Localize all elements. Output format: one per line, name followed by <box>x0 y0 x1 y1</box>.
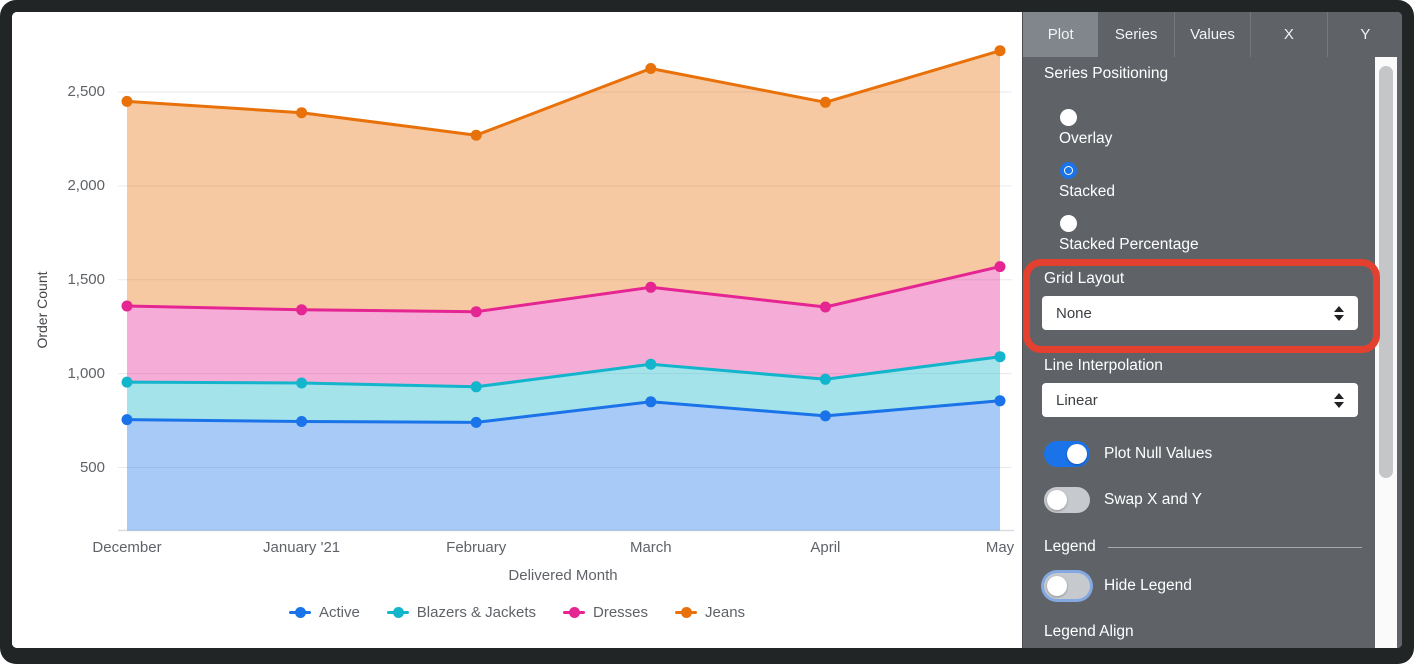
series-positioning-label: Series Positioning <box>1044 65 1169 82</box>
toggle-knob <box>1047 576 1067 596</box>
y-axis-title: Order Count <box>34 271 50 349</box>
toggle-knob <box>1067 444 1087 464</box>
x-tick-label: March <box>629 539 672 556</box>
legend-marker-icon <box>288 607 311 618</box>
legend-item-Active[interactable]: Active <box>288 604 360 621</box>
area-Dresses <box>127 266 1000 387</box>
point-Dresses[interactable] <box>121 300 133 312</box>
point-Jeans[interactable] <box>121 95 133 107</box>
y-tick-label: 1,500 <box>67 270 105 288</box>
point-Dresses[interactable] <box>470 306 482 318</box>
toggle-knob <box>1047 490 1067 510</box>
point-Dresses[interactable] <box>645 281 657 293</box>
chart-legend: Active Blazers & Jackets Dresses Jeans <box>12 604 1022 621</box>
radio-stacked-percentage[interactable] <box>1060 215 1077 232</box>
line-interpolation-label: Line Interpolation <box>1044 357 1163 374</box>
radio-stacked[interactable] <box>1060 162 1077 179</box>
radio-stacked-percentage-label[interactable]: Stacked Percentage <box>1059 236 1199 253</box>
point-Dresses[interactable] <box>994 261 1006 273</box>
tab-x[interactable]: X <box>1250 12 1327 57</box>
window-content: Order Count 500 1,000 1,500 2,000 2,500 Dece… <box>12 12 1402 648</box>
settings-panel: Plot Series Values X Y Series Positionin… <box>1022 12 1402 648</box>
grid-layout-value: None <box>1056 304 1092 322</box>
line-Dresses <box>126 265 1001 314</box>
legend-label: Dresses <box>593 604 649 621</box>
tab-plot[interactable]: Plot <box>1023 12 1099 57</box>
panel-scrollbar-track[interactable] <box>1375 57 1397 648</box>
panel-tab-bar: Plot Series Values X Y <box>1023 12 1402 57</box>
point-Blazers & Jackets[interactable] <box>645 358 657 370</box>
legend-label: Jeans <box>705 604 746 621</box>
point-Blazers & Jackets[interactable] <box>296 377 308 389</box>
y-tick-label: 1,000 <box>67 364 105 382</box>
area-Active <box>127 400 1000 531</box>
y-tick-label: 2,000 <box>67 176 105 194</box>
point-Active[interactable] <box>819 410 831 422</box>
line-interpolation-select[interactable]: Linear <box>1042 383 1358 417</box>
swap-x-and-y-label: Swap X and Y <box>1104 491 1202 508</box>
x-tick-label: February <box>446 539 507 556</box>
x-tick-label: April <box>810 539 841 556</box>
grid-layout-select[interactable]: None <box>1042 296 1358 330</box>
point-Jeans[interactable] <box>819 96 831 108</box>
section-divider <box>1107 546 1362 548</box>
panel-scrollbar-thumb[interactable] <box>1379 66 1393 478</box>
tab-series[interactable]: Series <box>1098 12 1174 57</box>
legend-item-Jeans[interactable]: Jeans <box>675 604 745 621</box>
hide-legend-toggle[interactable] <box>1044 573 1090 599</box>
legend-label: Active <box>318 604 360 621</box>
line-interpolation-value: Linear <box>1056 391 1098 409</box>
radio-overlay[interactable] <box>1060 109 1077 126</box>
grid-layout-label: Grid Layout <box>1044 270 1125 287</box>
updown-arrows-icon <box>1334 305 1344 321</box>
legend-align-label: Legend Align <box>1044 623 1134 640</box>
point-Jeans[interactable] <box>470 129 482 141</box>
plot-null-values-toggle[interactable] <box>1044 441 1090 467</box>
updown-arrows-icon <box>1334 392 1344 408</box>
line-Active <box>126 399 1001 424</box>
line-Blazers & Jackets <box>126 355 1001 389</box>
stacked-area-chart: Order Count 500 1,000 1,500 2,000 2,500 Dece… <box>12 12 1022 648</box>
point-Jeans[interactable] <box>296 107 308 119</box>
x-tick-label: January '21 <box>263 539 341 556</box>
area-Blazers & Jackets <box>127 356 1000 423</box>
x-tick-label: December <box>92 539 162 556</box>
point-Active[interactable] <box>645 396 657 408</box>
legend-label: Blazers & Jackets <box>416 604 537 621</box>
hide-legend-label: Hide Legend <box>1104 577 1192 594</box>
x-axis-title: Delivered Month <box>508 567 618 584</box>
radio-overlay-label[interactable]: Overlay <box>1059 130 1113 147</box>
point-Active[interactable] <box>994 395 1006 407</box>
y-tick-label: 2,500 <box>67 83 105 100</box>
point-Blazers & Jackets[interactable] <box>819 373 831 385</box>
legend-marker-icon <box>563 607 586 618</box>
point-Dresses[interactable] <box>819 301 831 313</box>
chart-canvas <box>118 45 1014 532</box>
legend-section-title: Legend <box>1044 538 1096 555</box>
point-Dresses[interactable] <box>296 304 308 316</box>
point-Jeans[interactable] <box>645 63 657 74</box>
point-Blazers & Jackets[interactable] <box>994 351 1006 363</box>
legend-marker-icon <box>386 607 409 618</box>
point-Jeans[interactable] <box>994 45 1006 57</box>
tab-values[interactable]: Values <box>1173 12 1251 57</box>
point-Active[interactable] <box>470 416 482 428</box>
legend-item-Dresses[interactable]: Dresses <box>563 604 648 621</box>
line-Jeans <box>126 49 1001 137</box>
point-Active[interactable] <box>121 414 133 426</box>
x-tick-label: May <box>985 539 1015 556</box>
legend-marker-icon <box>675 607 698 618</box>
radio-stacked-label[interactable]: Stacked <box>1059 183 1116 200</box>
tab-y[interactable]: Y <box>1326 12 1402 57</box>
point-Active[interactable] <box>296 416 308 427</box>
legend-item-Blazers & Jackets[interactable]: Blazers & Jackets <box>386 604 537 621</box>
swap-x-and-y-toggle[interactable] <box>1044 487 1090 513</box>
y-tick-label: 500 <box>79 458 105 476</box>
point-Blazers & Jackets[interactable] <box>121 376 133 388</box>
area-Jeans <box>127 50 1000 312</box>
point-Blazers & Jackets[interactable] <box>470 381 482 393</box>
plot-null-values-label: Plot Null Values <box>1104 445 1213 462</box>
